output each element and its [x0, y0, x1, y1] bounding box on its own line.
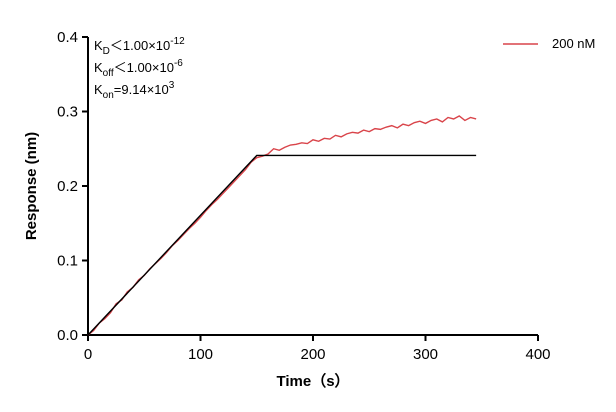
annotation-exponent: -12: [170, 36, 185, 47]
annotation-symbol: K: [94, 38, 103, 53]
annotation-exponent: 3: [169, 80, 175, 91]
annotation-subscript: D: [103, 46, 110, 57]
x-tick-label: 200: [300, 346, 325, 363]
x-axis-label: Time（s）: [276, 372, 349, 390]
y-tick-label: 0.1: [57, 253, 78, 270]
annotation-exponent: -6: [174, 58, 183, 69]
x-tick-label: 300: [413, 346, 438, 363]
annotation: Kon=9.14×103: [94, 80, 175, 101]
y-tick-label: 0.0: [57, 327, 78, 344]
annotation-symbol: K: [94, 82, 103, 97]
annotation-subscript: off: [103, 68, 114, 79]
data-line: [87, 154, 477, 336]
annotation-text: ＜1.00×10: [110, 38, 170, 53]
annotation: Koff＜1.00×10-6: [94, 58, 183, 79]
data-line: [87, 115, 477, 336]
legend-label: 200 nM: [552, 36, 595, 51]
annotation-text: =9.14×10: [114, 82, 169, 97]
y-tick-label: 0.3: [57, 104, 78, 121]
annotation: KD＜1.00×10-12: [94, 36, 185, 57]
x-tick-label: 400: [525, 346, 550, 363]
x-tick-label: 100: [188, 346, 213, 363]
y-tick-label: 0.4: [57, 29, 78, 46]
annotation-symbol: K: [94, 60, 103, 75]
y-axis-label: Response (nm): [23, 132, 40, 240]
y-tick-label: 0.2: [57, 178, 78, 195]
annotation-text: ＜1.00×10: [114, 60, 174, 75]
annotation-subscript: on: [103, 90, 114, 101]
x-tick-label: 0: [84, 346, 92, 363]
